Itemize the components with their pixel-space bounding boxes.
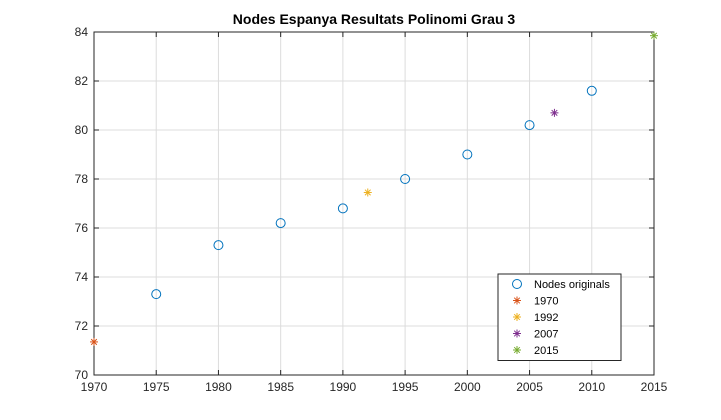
- y-tick-label: 80: [75, 123, 89, 137]
- chart-title: Nodes Espanya Resultats Polinomi Grau 3: [233, 11, 516, 27]
- y-tick-label: 74: [75, 270, 89, 284]
- data-point-circle: [462, 149, 473, 160]
- x-tick-label: 1990: [330, 380, 357, 394]
- axes-box: [93, 31, 655, 376]
- y-tick-label: 70: [75, 368, 89, 382]
- data-point-asterisk: [550, 108, 559, 117]
- legend-marker: [513, 313, 521, 321]
- data-point-asterisk: [363, 188, 372, 197]
- legend: Nodes originals 1970 1992 2007 2015: [497, 273, 622, 361]
- x-tick-label: 1975: [143, 380, 170, 394]
- x-tick-label: 1995: [392, 380, 419, 394]
- data-point-circle: [524, 120, 535, 131]
- tick-labels: 1970 1975 1980 1985 1990 1995 2000 2005 2010 2015…: [75, 25, 668, 394]
- data-point-circle: [337, 203, 348, 214]
- legend-entry-label: 1970: [534, 296, 558, 308]
- data-point-circle: [213, 240, 224, 251]
- y-tick-label: 76: [75, 221, 89, 235]
- legend-entry-label: 2007: [534, 329, 558, 341]
- y-tick-label: 84: [75, 25, 89, 39]
- data-point-asterisk: [90, 337, 98, 346]
- legend-marker: [513, 296, 521, 305]
- data-point-circle: [586, 85, 597, 96]
- legend-entry-label: 2015: [534, 345, 558, 357]
- y-tick-label: 82: [75, 74, 89, 88]
- legend-entry-label: 1992: [534, 312, 558, 324]
- data-points: [90, 31, 658, 346]
- x-tick-label: 1970: [81, 380, 108, 394]
- data-point-asterisk: [650, 31, 658, 40]
- x-tick-label: 1980: [205, 380, 232, 394]
- data-point-circle: [400, 174, 411, 184]
- legend-entry-label: Nodes originals: [534, 279, 610, 291]
- data-point-circle: [151, 289, 162, 300]
- x-tick-label: 2010: [578, 380, 605, 394]
- data-point-circle: [275, 218, 286, 229]
- x-tick-label: 1985: [267, 380, 294, 394]
- x-tick-label: 2015: [641, 380, 668, 394]
- legend-marker: [513, 346, 521, 354]
- x-tick-label: 2005: [516, 380, 543, 394]
- legend-marker: [512, 279, 522, 289]
- x-tick-label: 2000: [454, 380, 481, 394]
- y-tick-label: 72: [75, 319, 89, 333]
- legend-marker: [513, 329, 521, 338]
- y-tick-label: 78: [75, 172, 89, 186]
